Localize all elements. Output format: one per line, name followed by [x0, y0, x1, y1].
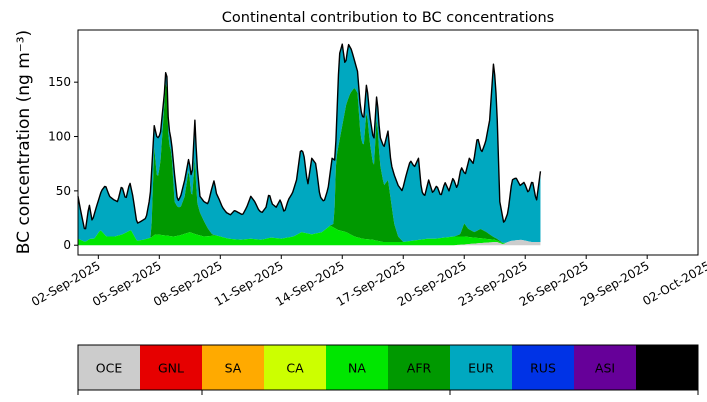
total-line	[77, 43, 542, 230]
chart-title: Continental contribution to BC concentra…	[222, 10, 554, 26]
legend-swatch-aus	[636, 345, 698, 390]
plot-frame	[77, 29, 699, 256]
legend-swatch-gnl	[140, 345, 202, 390]
legend-label-na: NA	[348, 361, 366, 376]
legend-label-eur: EUR	[468, 361, 494, 376]
total-line-group	[77, 43, 542, 230]
y-tick-label: 100	[48, 130, 71, 144]
legend-frame	[77, 344, 699, 391]
legend-swatch-rus	[512, 345, 574, 390]
legend-swatch-oce	[78, 345, 140, 390]
y-tick-label: 50	[56, 184, 71, 198]
y-tick-label: 0	[63, 238, 71, 252]
legend-label-oce: OCE	[96, 361, 123, 376]
region-colorbar-legend: OCE GNL SA CA NA AFR EUR RUS ASI AUS	[77, 344, 699, 395]
legend-label-aus: AUS	[654, 361, 680, 376]
na-area	[78, 226, 541, 246]
oce-area	[78, 239, 541, 246]
legend-label-sa: SA	[225, 361, 242, 376]
legend-label-asi: ASI	[595, 361, 615, 376]
legend-swatch-eur	[450, 345, 512, 390]
x-axis-ticks: 02-Sep-202505-Sep-202508-Sep-202511-Sep-…	[29, 255, 707, 309]
legend-swatch-afr	[388, 345, 450, 390]
legend-label-rus: RUS	[530, 361, 556, 376]
legend-swatch-ca	[264, 345, 326, 390]
plot-area: 0 50 100 150 02-Sep-202505-Sep-202508-Sep-2…	[29, 29, 707, 309]
x-tick-label: 29-Sep-2025	[578, 258, 652, 309]
legend-swatch-sa	[202, 345, 264, 390]
legend-swatch-asi	[574, 345, 636, 390]
y-tick-label: 150	[48, 75, 71, 89]
legend-label-ca: CA	[286, 361, 304, 376]
legend-label-afr: AFR	[407, 361, 432, 376]
y-axis-ticks: 0 50 100 150	[48, 75, 78, 252]
y-axis-label: BC concentration (ng m⁻³)	[14, 30, 34, 254]
eur-area	[78, 44, 541, 243]
stacked-areas	[78, 44, 541, 246]
x-tick-label: 02-Oct-2025	[640, 258, 707, 308]
afr-area	[78, 83, 541, 243]
legend-swatch-na	[326, 345, 388, 390]
legend-label-gnl: GNL	[158, 361, 184, 376]
